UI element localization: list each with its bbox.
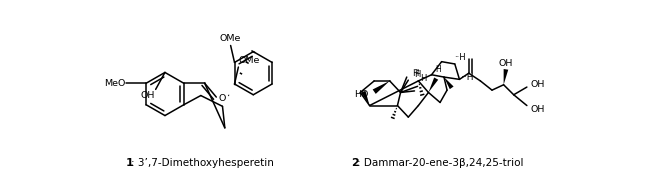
Polygon shape (504, 69, 508, 85)
Text: ··H: ··H (454, 53, 465, 62)
Text: H: H (421, 74, 427, 83)
Polygon shape (361, 91, 370, 106)
Text: : 3’,7-Dimethoxyhesperetin: : 3’,7-Dimethoxyhesperetin (131, 158, 274, 168)
Polygon shape (428, 77, 438, 92)
Text: OMe: OMe (239, 56, 260, 65)
Text: OH: OH (499, 59, 513, 68)
Text: OH: OH (530, 105, 545, 114)
Polygon shape (444, 77, 454, 89)
Text: HO: HO (355, 90, 369, 99)
Text: H: H (435, 65, 441, 74)
Text: OH: OH (140, 91, 155, 100)
Polygon shape (372, 81, 390, 94)
Text: O: O (218, 94, 226, 103)
Text: OH: OH (530, 80, 545, 89)
Text: H̄: H̄ (413, 70, 420, 79)
Text: ··H: ··H (461, 73, 473, 82)
Text: 2: 2 (351, 158, 359, 168)
Text: MeO: MeO (105, 79, 126, 88)
Text: : Dammar-20-ene-3β,24,25-triol: : Dammar-20-ene-3β,24,25-triol (357, 158, 524, 168)
Text: OMe: OMe (220, 34, 241, 43)
Text: 1: 1 (125, 158, 133, 168)
Text: H̄: H̄ (412, 69, 419, 78)
